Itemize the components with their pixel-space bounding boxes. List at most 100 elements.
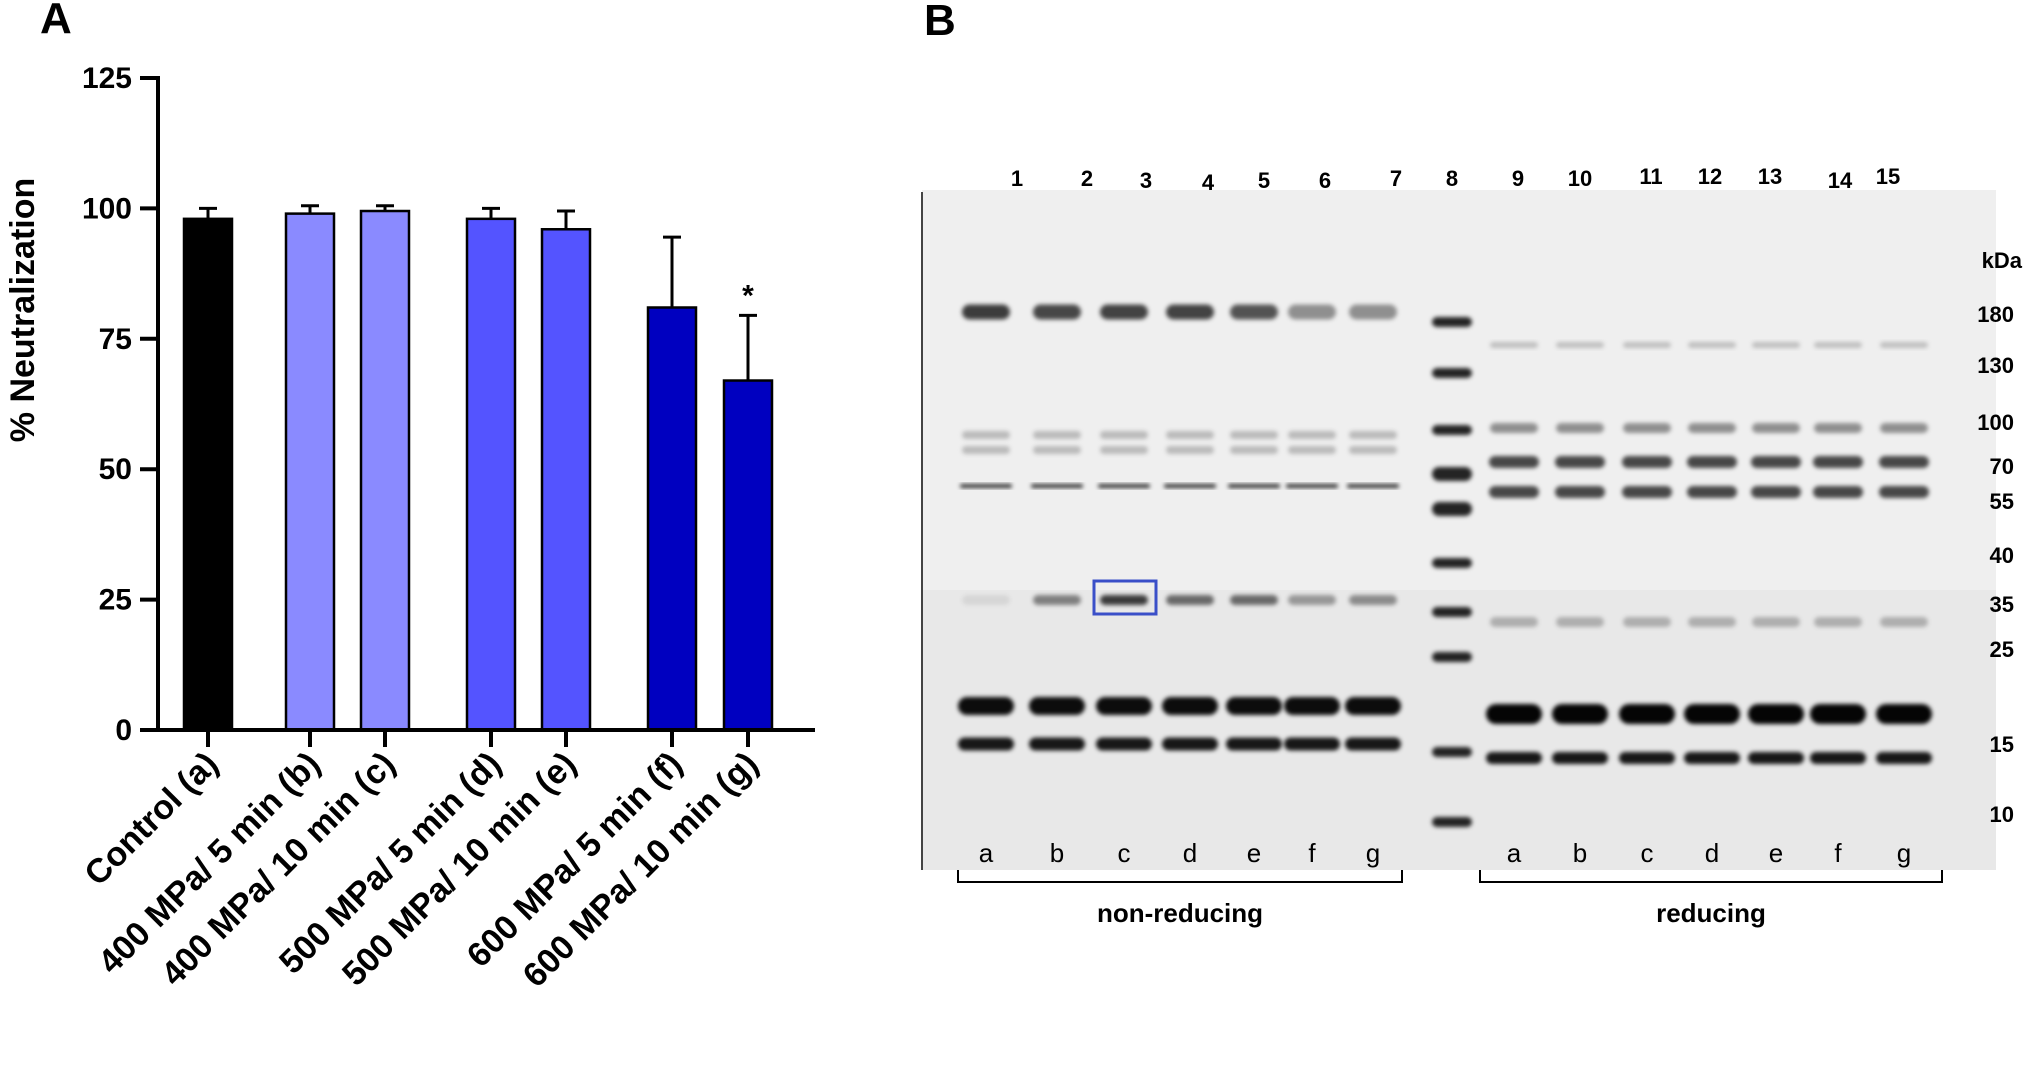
bar: [540, 228, 592, 732]
marker-kda-label: 15: [1990, 732, 2014, 757]
marker-kda-label: 100: [1977, 410, 2014, 435]
gel-band: [1814, 423, 1862, 433]
gel-band: [1284, 697, 1340, 715]
lane-letter: f: [1308, 838, 1316, 868]
bar: [646, 306, 698, 732]
gel-band: [1752, 423, 1800, 433]
marker-kda-label: 35: [1990, 592, 2014, 617]
lane-number: 11: [1639, 164, 1662, 189]
lane-number: 15: [1876, 164, 1900, 189]
marker-kda-label: 130: [1977, 353, 2014, 378]
lane-number: 5: [1258, 168, 1270, 193]
y-tick-label: 50: [99, 453, 132, 486]
lane-number: 6: [1319, 168, 1331, 193]
gel-band: [1230, 446, 1278, 454]
gel-band: [1166, 304, 1214, 320]
lane-letter: b: [1573, 838, 1587, 868]
gel-band: [1286, 484, 1338, 488]
gel-band: [1100, 446, 1148, 454]
gel-band: [1687, 456, 1737, 468]
gel-band: [1813, 456, 1863, 468]
lane-letter: b: [1050, 838, 1064, 868]
gel-band: [1100, 304, 1148, 320]
gel-band: [1879, 486, 1929, 498]
lane-letter: c: [1641, 838, 1654, 868]
gel-band: [1623, 423, 1671, 433]
gel-band: [1751, 456, 1801, 468]
lane-letter: e: [1247, 838, 1261, 868]
gel-band: [1552, 704, 1608, 724]
gel-band: [1162, 697, 1218, 715]
gel-band: [1486, 752, 1542, 764]
non-reducing-label: non-reducing: [1097, 898, 1263, 928]
reducing-bracket: [1479, 870, 1943, 883]
gel-background: [922, 190, 1996, 870]
gel-band: [1226, 697, 1282, 715]
gel-band: [1349, 595, 1397, 605]
gel-band: [1029, 697, 1085, 715]
marker-band: [1432, 467, 1472, 481]
lane-letter: g: [1366, 838, 1380, 868]
y-axis: 0 25 50 75 100 125: [82, 62, 160, 747]
gel-lower-region: [922, 590, 1996, 870]
gel-band: [1284, 737, 1340, 751]
panel-b-label: B: [924, 0, 956, 45]
gel-band: [1162, 737, 1218, 751]
bar-chart: 0 25 50 75 100 125 * Control (a)400 MPa/ 5 mi…: [4, 62, 815, 995]
gel-band: [1345, 697, 1401, 715]
lane-number: 9: [1512, 166, 1524, 191]
gel-band: [1288, 431, 1336, 439]
gel-band: [1100, 595, 1148, 605]
gel-band: [1033, 446, 1081, 454]
gel-band: [1880, 617, 1928, 627]
y-tick-label: 25: [99, 584, 132, 617]
gel-band: [1622, 456, 1672, 468]
lane-number: 1: [1011, 166, 1023, 191]
non-reducing-bracket: [957, 870, 1403, 883]
gel-band: [1166, 446, 1214, 454]
gel-bands: [958, 304, 1932, 827]
gel-band: [1876, 704, 1932, 724]
gel-band: [1345, 737, 1401, 751]
reducing-label: reducing: [1656, 898, 1766, 928]
marker-band: [1432, 558, 1472, 568]
gel-band: [1552, 752, 1608, 764]
gel-band: [1880, 423, 1928, 433]
x-axis: Control (a)400 MPa/ 5 min (b)400 MPa/ 10…: [77, 728, 815, 995]
lane-number: 8: [1446, 166, 1458, 191]
marker-band: [1432, 317, 1472, 327]
bar: [359, 209, 411, 732]
lane-letter: d: [1705, 838, 1719, 868]
gel-band: [1813, 486, 1863, 498]
gel-band: [1164, 484, 1216, 488]
gel-band: [1230, 431, 1278, 439]
lane-number: 4: [1202, 170, 1215, 195]
gel-band: [1619, 704, 1675, 724]
gel-band: [1556, 423, 1604, 433]
kda-label: kDa: [1982, 248, 2023, 273]
lane-letter: c: [1118, 838, 1131, 868]
gel-band: [1751, 486, 1801, 498]
gel-band: [1100, 431, 1148, 439]
gel-band: [1489, 486, 1539, 498]
gel-band: [1556, 617, 1604, 627]
gel-band: [1288, 304, 1336, 320]
marker-kda-label: 10: [1990, 802, 2014, 827]
bar: [722, 379, 774, 732]
gel-band: [1814, 342, 1862, 348]
gel-band: [1623, 617, 1671, 627]
gel-band: [1556, 342, 1604, 348]
gel-band: [1228, 484, 1280, 488]
gel-band: [1810, 704, 1866, 724]
gel-band: [1029, 737, 1085, 751]
significance-marker: *: [742, 279, 754, 312]
gel-band: [1748, 752, 1804, 764]
gel-labels: 1 2 3 4 5 6 7 8 9 10 11 12 13 14 15kDa1801301007055403…: [957, 164, 2023, 928]
lane-number: 14: [1828, 168, 1853, 193]
gel-band: [1349, 304, 1397, 320]
marker-band: [1432, 817, 1472, 827]
gel-band: [1880, 342, 1928, 348]
lane-number: 10: [1568, 166, 1592, 191]
lane-letter: d: [1183, 838, 1197, 868]
gel-band: [1752, 342, 1800, 348]
